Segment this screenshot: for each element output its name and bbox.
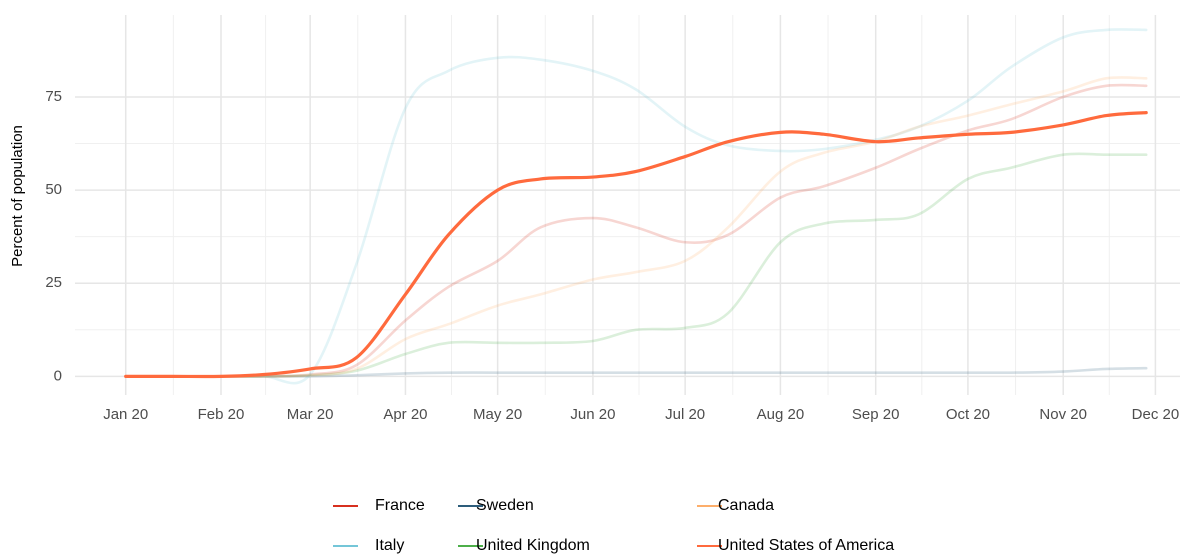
- legend-label: United States of America: [718, 537, 894, 554]
- series-line: [124, 28, 1148, 385]
- grid: [75, 15, 1180, 395]
- x-tick-label: Dec 20: [1132, 406, 1180, 423]
- y-tick-label: 25: [45, 274, 62, 291]
- legend-label: United Kingdom: [476, 537, 590, 554]
- x-tick-label: Feb 20: [198, 406, 245, 423]
- x-tick-label: Sep 20: [852, 406, 900, 423]
- x-tick-label: May 20: [473, 406, 522, 423]
- y-tick-label: 75: [45, 88, 62, 105]
- y-tick-label: 50: [45, 181, 62, 198]
- x-tick-label: Jan 20: [103, 406, 148, 423]
- x-tick-label: Nov 20: [1039, 406, 1087, 423]
- series-line: [124, 76, 1148, 378]
- y-axis-title: Percent of population: [9, 125, 26, 267]
- series-line: [124, 152, 1148, 378]
- legend-label: Sweden: [476, 497, 534, 514]
- x-tick-label: Oct 20: [946, 406, 990, 423]
- y-tick-label: 0: [54, 367, 62, 384]
- series-line: [124, 366, 1148, 378]
- x-tick-label: Jun 20: [570, 406, 615, 423]
- legend-label: Italy: [375, 537, 404, 554]
- x-tick-label: Jul 20: [665, 406, 705, 423]
- x-tick-label: Mar 20: [287, 406, 334, 423]
- x-tick-label: Aug 20: [757, 406, 805, 423]
- legend-label: Canada: [718, 497, 774, 514]
- series-line: [124, 83, 1148, 378]
- legend-label: France: [375, 497, 425, 514]
- x-tick-label: Apr 20: [383, 406, 427, 423]
- series-line: [124, 111, 1148, 379]
